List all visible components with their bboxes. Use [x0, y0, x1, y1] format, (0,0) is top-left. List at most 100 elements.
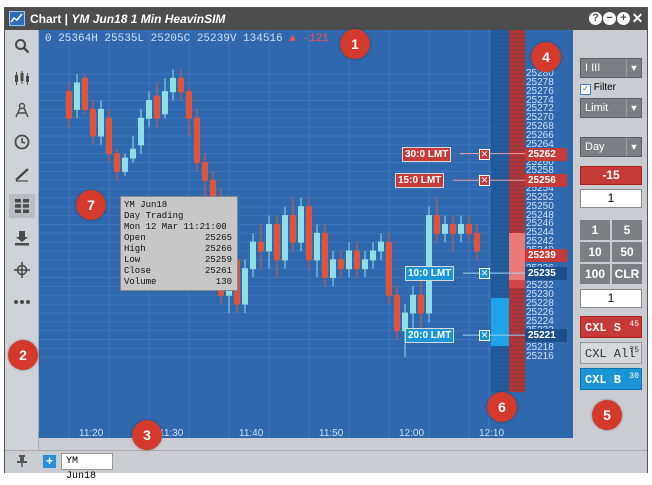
chart-app-icon [9, 11, 25, 26]
tab-row: + YM Jun18 [5, 450, 647, 482]
cancel-order-icon[interactable]: ✕ [479, 268, 490, 280]
tooltip-value: 130 [215, 277, 232, 287]
title-bar: Chart | YM Jun18 1 Min HeavinSIM ? − + ✕ [5, 8, 647, 30]
cancel-all-button[interactable]: CXL All 75 [580, 342, 642, 364]
price-tick-label: 25260 [526, 156, 554, 168]
price-tick-label: 25274 [526, 94, 554, 106]
pin-icon[interactable] [17, 455, 27, 467]
candle-body [442, 223, 448, 234]
qty-button[interactable]: 10 [580, 242, 610, 262]
quantity-field[interactable]: 1 [580, 189, 642, 208]
annotation-badge-3: 3 [132, 420, 162, 450]
candle-body [170, 77, 176, 93]
download-icon[interactable] [9, 226, 35, 250]
draw-line-icon[interactable] [9, 162, 35, 186]
candle-body [314, 232, 320, 261]
annotation-badge-2: 2 [8, 340, 38, 370]
chart-pane[interactable]: 0 25364H 25535L 25205C 25239V 134516 ▲ -… [39, 30, 573, 438]
annotation-badge-7: 7 [76, 190, 106, 220]
candle-body [458, 223, 464, 234]
close-icon[interactable]: ✕ [631, 10, 644, 26]
tooltip-row: Open 25265 [124, 233, 234, 244]
candle-body [346, 250, 352, 270]
cancel-order-icon[interactable]: ✕ [479, 330, 490, 342]
qty-button[interactable]: 100 [580, 264, 610, 284]
more-icon[interactable] [9, 290, 35, 314]
candle-body [186, 91, 192, 119]
tooltip-symbol: YM Jun18 [124, 200, 168, 210]
candle-body [114, 153, 120, 172]
tooltip-session: Day Trading [124, 211, 184, 221]
left-toolbar [5, 30, 39, 450]
tab-ym-jun18[interactable]: YM Jun18 [61, 453, 113, 482]
candle-body [418, 294, 424, 314]
cancel-sell-button[interactable]: CXL S 45 [580, 316, 642, 338]
price-tag: 25256 [525, 174, 567, 188]
cancel-buy-button[interactable]: CXL B 30 [580, 368, 642, 390]
search-icon[interactable] [9, 34, 35, 58]
order-type-select[interactable]: Limit ▼ [580, 98, 642, 118]
tooltip-row: Close 25261 [124, 266, 234, 277]
cancel-order-icon[interactable]: ✕ [479, 175, 490, 187]
maximize-icon[interactable]: + [617, 12, 630, 25]
annotation-badge-6: 6 [487, 392, 517, 422]
candle-body [338, 259, 344, 270]
candle-body [282, 215, 288, 261]
order-label[interactable]: 10:0 LMT [405, 266, 455, 282]
qty-button[interactable]: 1 [580, 220, 610, 240]
clock-icon[interactable] [9, 130, 35, 154]
price-tick-label: 25230 [526, 289, 554, 301]
candle-body [466, 223, 472, 234]
candle-body [362, 259, 368, 270]
dom-ladder-icon[interactable] [9, 194, 35, 218]
tooltip-key: High [124, 244, 146, 254]
candle-body [354, 250, 360, 270]
offset-field[interactable]: 1 [580, 289, 642, 308]
studies-icon[interactable] [9, 98, 35, 122]
add-tab-button[interactable]: + [43, 455, 56, 468]
candlestick-icon[interactable] [9, 66, 35, 90]
bar-tooltip: YM Jun18 Day Trading Mon 12 Mar 11:21:00… [120, 196, 238, 291]
filter-checkbox-row[interactable]: ✓ Filter [580, 82, 616, 95]
help-icon[interactable]: ? [589, 12, 602, 25]
candle-body [258, 241, 264, 252]
tooltip-key: Volume [124, 277, 157, 287]
account-select[interactable]: I III ▼ [580, 58, 642, 78]
candle-body [202, 162, 208, 181]
candle-body [266, 223, 272, 252]
order-label[interactable]: 30:0 LMT [402, 146, 452, 162]
tooltip-datetime: Mon 12 Mar 11:21:00 [124, 222, 227, 232]
price-tick-label: 25224 [526, 315, 554, 327]
order-label[interactable]: 20:0 LMT [405, 328, 455, 344]
price-tick-label: 25218 [526, 342, 554, 354]
qty-button[interactable]: 50 [612, 242, 642, 262]
crosshair-icon[interactable] [9, 258, 35, 282]
chart-canvas[interactable] [39, 30, 573, 438]
order-entry-panel: I III ▼ ✓ Filter Limit ▼ Day ▼ -15 1 1 5 10 50… [573, 30, 647, 450]
annotation-badge-5: 5 [592, 400, 622, 430]
candle-body [146, 100, 152, 119]
candle-body [450, 223, 456, 234]
qty-button[interactable]: CLR [612, 264, 642, 284]
price-tag: 25239 [525, 249, 567, 263]
tooltip-key: Close [124, 266, 152, 276]
price-tick-label: 25242 [526, 236, 554, 248]
qty-button[interactable]: 5 [612, 220, 642, 240]
order-label[interactable]: 15:0 LMT [395, 173, 445, 189]
price-tick-label: 25228 [526, 298, 554, 310]
candle-body [90, 108, 96, 137]
price-tick-label: 25254 [526, 183, 554, 195]
cancel-order-icon[interactable]: ✕ [479, 148, 490, 160]
filter-checkbox[interactable]: ✓ [580, 84, 591, 95]
candle-body [122, 157, 128, 172]
candle-body [130, 148, 136, 159]
price-tick-label: 25272 [526, 103, 554, 115]
price-tick-label: 25258 [526, 165, 554, 177]
price-tag: 25235 [525, 267, 567, 281]
dom-ask-volume [509, 233, 525, 280]
minimize-icon[interactable]: − [603, 12, 616, 25]
tif-select[interactable]: Day ▼ [580, 137, 642, 157]
price-tick-label: 25226 [526, 306, 554, 318]
price-tick-label: 25252 [526, 191, 554, 203]
candle-body [290, 215, 296, 243]
